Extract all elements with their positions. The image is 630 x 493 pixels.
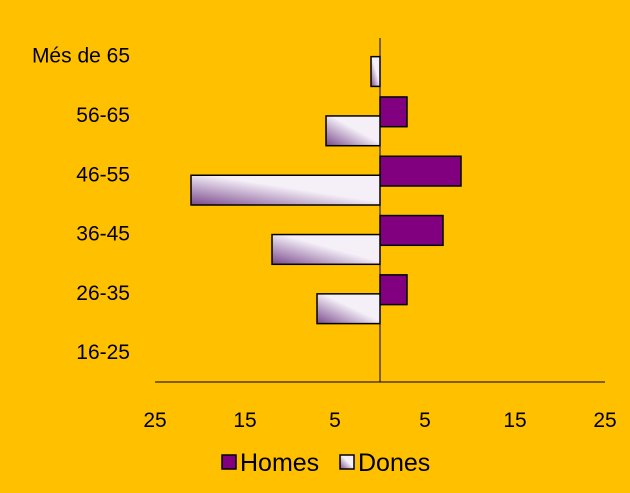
category-label: 46-55 (76, 163, 130, 186)
category-label: 16-25 (76, 341, 130, 364)
legend-swatch-dones (339, 454, 355, 470)
bar-homes (379, 96, 408, 128)
x-tick-label: 15 (233, 409, 256, 432)
category-label: Més de 65 (32, 45, 130, 68)
x-tick-label: 15 (503, 409, 526, 432)
legend-label-dones: Dones (358, 449, 430, 477)
bar-homes (379, 155, 462, 187)
legend-swatch-homes (221, 454, 237, 470)
category-label: 56-65 (76, 104, 130, 127)
x-tick-label: 25 (143, 409, 166, 432)
bar-homes (379, 214, 444, 247)
category-label: 26-35 (76, 282, 130, 305)
bar-homes (379, 274, 408, 306)
bar-dones (190, 174, 381, 206)
labels-layer: Més de 65 56-65 46-55 36-45 26-35 16-25 25 15 5 5… (32, 45, 617, 432)
legend: Homes Dones (221, 449, 430, 477)
x-tick-label: 5 (419, 409, 431, 432)
bar-dones (325, 115, 381, 147)
legend-label-homes: Homes (240, 449, 319, 477)
x-tick-label: 5 (329, 409, 341, 432)
bar-dones (271, 233, 381, 266)
category-label: 36-45 (76, 223, 130, 246)
axes-layer (155, 38, 605, 383)
bar-dones (316, 293, 381, 325)
bar-dones (370, 55, 381, 88)
x-tick-label: 25 (593, 409, 616, 432)
